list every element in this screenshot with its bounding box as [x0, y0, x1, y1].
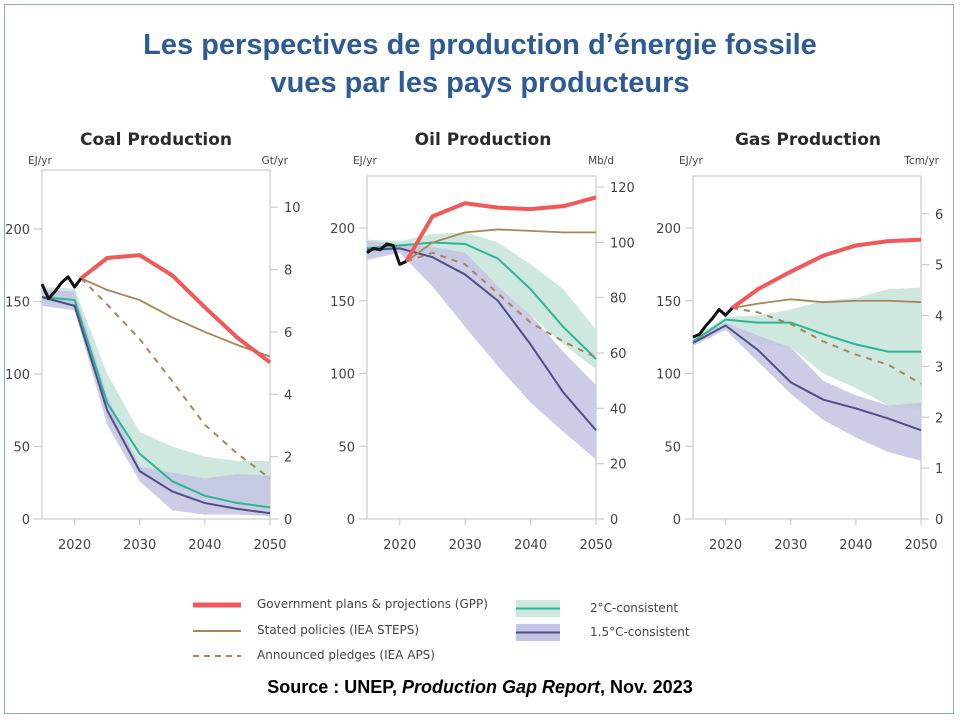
- left-unit-label: EJ/yr: [353, 155, 377, 167]
- x-tick-label: 2030: [449, 538, 482, 553]
- y-tick-label-right: 120: [610, 181, 635, 196]
- y-tick-label-left: 150: [5, 296, 30, 311]
- y-tick-label-right: 6: [284, 326, 292, 341]
- x-tick-label: 2030: [123, 538, 156, 553]
- y-tick-label-right: 8: [284, 264, 292, 279]
- y-tick-label-right: 0: [935, 513, 943, 528]
- y-tick-label-right: 5: [935, 259, 943, 274]
- title-line-1: Les perspectives de production d’énergie…: [143, 29, 817, 61]
- plot-frame: [41, 169, 271, 520]
- source-note: Source : UNEP, Production Gap Report, No…: [0, 677, 960, 698]
- chart-coal: Coal Production EJ/yr Gt/yr 0 50 100 150 200 0 2 4…: [5, 130, 300, 553]
- y-tick-label-right: 2: [935, 411, 943, 426]
- y-tick-label-left: 150: [330, 295, 355, 310]
- y-tick-label-right: 3: [935, 360, 943, 375]
- y-tick-label-right: 40: [610, 402, 627, 417]
- y-tick-label-left: 100: [656, 368, 681, 383]
- legend-label-2c: 2°C-consistent: [590, 601, 679, 615]
- line-15c: [366, 247, 597, 431]
- left-unit-label: EJ/yr: [679, 155, 703, 167]
- legend-label-15c: 1.5°C-consistent: [590, 625, 690, 639]
- source-prefix: Source : UNEP,: [267, 677, 402, 697]
- x-tick-label: 2020: [383, 538, 416, 553]
- line-historical: [40, 275, 83, 301]
- y-tick-label-right: 4: [935, 310, 943, 325]
- right-unit-label: Gt/yr: [262, 155, 289, 167]
- line-15c: [692, 324, 922, 432]
- slide-title: Les perspectives de production d’énergie…: [0, 26, 960, 102]
- y-tick-label-right: 0: [610, 513, 618, 528]
- line-gpp: [404, 195, 597, 263]
- source-suffix: , Nov. 2023: [600, 677, 693, 697]
- band-2c: [693, 287, 921, 410]
- y-tick-label-left: 100: [5, 368, 30, 383]
- line-gpp: [79, 253, 272, 364]
- y-tick-label-left: 200: [5, 223, 30, 238]
- y-tick-label-left: 0: [22, 513, 30, 528]
- left-unit-label: EJ/yr: [28, 155, 52, 167]
- x-tick-label: 2050: [904, 538, 937, 553]
- y-tick-label-left: 200: [656, 222, 681, 237]
- x-tick-label: 2050: [253, 538, 286, 553]
- y-tick-label-right: 4: [284, 388, 292, 403]
- y-tick-label-right: 20: [610, 458, 627, 473]
- chart-title: Coal Production: [80, 130, 232, 150]
- source-report: Production Gap Report: [402, 677, 600, 697]
- right-unit-label: Mb/d: [588, 155, 614, 167]
- x-tick-label: 2020: [58, 538, 91, 553]
- legend-label-gpp: Government plans & projections (GPP): [257, 597, 488, 611]
- y-tick-label-left: 50: [13, 441, 30, 456]
- line-aps: [80, 277, 271, 480]
- x-tick-label: 2040: [188, 538, 221, 553]
- y-tick-label-left: 150: [656, 295, 681, 310]
- right-unit-label: Tcm/yr: [903, 155, 939, 167]
- y-tick-label-right: 6: [935, 208, 943, 223]
- x-tick-label: 2030: [774, 538, 807, 553]
- x-tick-label: 2040: [514, 538, 547, 553]
- line-steps: [80, 277, 271, 358]
- line-15c: [41, 296, 271, 515]
- line-steps: [731, 298, 922, 309]
- chart-title: Oil Production: [415, 130, 552, 150]
- line-gpp: [730, 237, 922, 310]
- plot-frame: [366, 175, 597, 520]
- slide-frame: [4, 4, 954, 714]
- band-15c: [42, 289, 270, 517]
- line-2c: [41, 296, 271, 509]
- line-historical: [366, 242, 407, 266]
- line-aps: [731, 307, 922, 385]
- line-2c: [692, 318, 921, 353]
- y-tick-label-right: 0: [284, 513, 292, 528]
- y-tick-label-right: 2: [284, 451, 292, 466]
- y-tick-label-right: 60: [610, 347, 627, 362]
- y-tick-label-right: 80: [610, 292, 627, 307]
- y-tick-label-left: 50: [664, 440, 681, 455]
- x-tick-label: 2040: [839, 538, 872, 553]
- line-steps: [405, 228, 596, 263]
- line-aps: [405, 251, 597, 359]
- band-15c: [367, 241, 596, 460]
- line-historical: [692, 307, 734, 339]
- y-tick-label-right: 1: [935, 462, 943, 477]
- y-tick-label-left: 0: [673, 513, 681, 528]
- x-tick-label: 2050: [579, 538, 612, 553]
- x-tick-label: 2020: [709, 538, 742, 553]
- y-tick-label-left: 200: [330, 222, 355, 237]
- y-tick-label-right: 100: [610, 236, 635, 251]
- y-tick-label-left: 100: [330, 368, 355, 383]
- legend-label-aps: Announced pledges (IEA APS): [257, 648, 435, 662]
- chart-title: Gas Production: [735, 130, 881, 150]
- line-2c: [366, 241, 597, 360]
- title-line-2: vues par les pays producteurs: [270, 67, 690, 99]
- y-tick-label-left: 50: [338, 440, 355, 455]
- legend-label-steps: Stated policies (IEA STEPS): [257, 623, 420, 637]
- y-tick-label-left: 0: [347, 513, 355, 528]
- y-tick-label-right: 10: [284, 201, 301, 216]
- chart-gas: Gas Production EJ/yr Tcm/yr 0 50 100 150 200 0 1 2…: [656, 130, 943, 553]
